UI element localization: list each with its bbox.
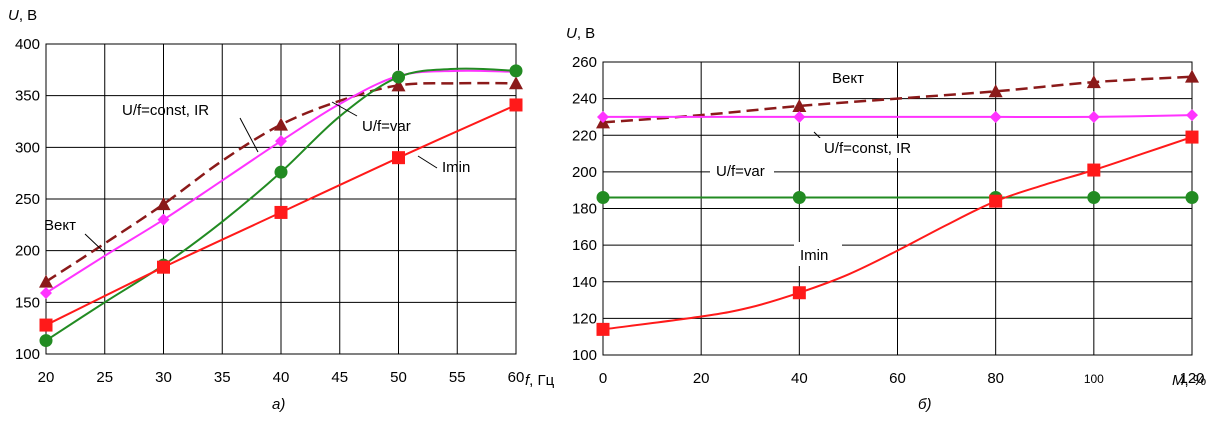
caption-b: б) <box>918 396 931 413</box>
b-y-tick-label: 160 <box>572 237 597 254</box>
x-axis-label-b: M, % <box>1172 372 1206 389</box>
tick-labels-a: 20 25 30 35 40 45 50 55 60 100 150 200 250 300 350 400 <box>15 36 524 386</box>
a-data-point-square <box>274 205 288 219</box>
label-ufvar-a: U/f=var <box>362 118 411 135</box>
a-data-point-circle <box>274 165 288 179</box>
a-data-point-triangle <box>39 274 53 288</box>
b-y-tick-label: 100 <box>572 347 597 364</box>
tick-labels-b: 0 20 40 60 80 100 120 100 120 140 160 180 200 220 240 2… <box>572 54 1205 387</box>
b-data-point-circle <box>792 191 806 205</box>
b-data-point-diamond <box>989 110 1002 123</box>
series-a <box>39 64 523 348</box>
leader-ufvar-a <box>331 101 358 117</box>
b-data-point-diamond <box>1087 110 1100 123</box>
b-x-tick-label: 20 <box>693 370 710 387</box>
a-data-point-triangle <box>156 197 171 211</box>
a-x-tick-label: 40 <box>273 369 290 386</box>
b-data-point-circle <box>1087 191 1101 205</box>
a-y-tick-label: 100 <box>15 346 40 363</box>
label-ufconst-a: U/f=const, IR <box>122 102 209 119</box>
a-y-tick-label: 350 <box>15 88 40 105</box>
b-y-tick-label: 140 <box>572 274 597 291</box>
b-y-tick-label: 220 <box>572 127 597 144</box>
label-bg-imin-b <box>794 242 842 266</box>
b-data-point-triangle <box>1185 69 1199 83</box>
b-data-point-square <box>792 286 806 300</box>
b-x-tick-label: 100 <box>1084 372 1104 386</box>
leader-ufconst-a <box>239 117 259 153</box>
a-data-point-square <box>157 260 170 274</box>
b-data-point-diamond <box>597 110 609 123</box>
b-x-tick-label: 60 <box>889 370 906 387</box>
a-y-tick-label: 150 <box>15 294 40 311</box>
b-data-point-diamond <box>1186 109 1198 122</box>
b-y-tick-label: 260 <box>572 54 597 71</box>
a-x-tick-label: 60 <box>508 369 525 386</box>
b-data-point-square <box>596 322 610 336</box>
a-series-line-0 <box>45 81 517 283</box>
a-x-tick-label: 25 <box>96 369 113 386</box>
a-y-tick-label: 400 <box>15 36 40 53</box>
label-ufvar-b: U/f=var <box>716 163 765 180</box>
b-x-tick-label: 40 <box>791 370 808 387</box>
caption-a: а) <box>272 396 285 413</box>
y-axis-label-a: U, В <box>8 7 37 24</box>
a-data-point-diamond <box>40 287 52 300</box>
a-data-point-circle <box>39 334 53 348</box>
a-data-point-triangle <box>274 117 288 131</box>
label-bg-vekt-b <box>826 66 874 88</box>
a-data-point-triangle <box>391 78 406 92</box>
a-data-point-square <box>39 318 53 332</box>
label-ufconst-b: U/f=const, IR <box>824 140 911 157</box>
leader-vekt-a <box>84 233 105 253</box>
a-data-point-diamond <box>275 135 287 148</box>
a-y-tick-label: 300 <box>15 139 40 156</box>
a-data-point-square <box>392 151 405 165</box>
a-data-point-triangle <box>509 76 523 90</box>
x-axis-label-a: f, Гц <box>525 372 555 389</box>
a-x-tick-label: 50 <box>390 369 407 386</box>
label-bg-ufvar-b <box>710 160 774 182</box>
a-data-point-square <box>509 98 523 112</box>
label-imin-a: Imin <box>442 159 470 176</box>
a-y-tick-label: 250 <box>15 191 40 208</box>
label-vekt-b: Вект <box>832 70 864 87</box>
b-data-point-diamond <box>793 110 806 123</box>
a-x-tick-label: 55 <box>449 369 466 386</box>
b-data-point-circle <box>596 191 610 205</box>
b-data-point-square <box>989 194 1003 208</box>
a-y-tick-label: 200 <box>15 243 40 260</box>
label-imin-b: Imin <box>800 247 828 264</box>
b-y-tick-label: 200 <box>572 164 597 181</box>
a-x-tick-label: 45 <box>331 369 348 386</box>
a-x-tick-label: 20 <box>38 369 55 386</box>
b-x-tick-label: 0 <box>599 370 607 387</box>
chart-a: 20 25 30 35 40 45 50 55 60100150200250300350400 … <box>8 7 555 413</box>
b-data-point-triangle <box>988 84 1003 98</box>
a-x-tick-label: 35 <box>214 369 231 386</box>
a-data-point-diamond <box>157 213 170 226</box>
a-data-point-circle <box>392 70 405 84</box>
y-axis-label-b: U, В <box>566 25 595 42</box>
b-data-point-square <box>1185 130 1199 144</box>
chart-b: 0 20 40 60 80 100 120 100 120 140 160 180 200 220 240 2… <box>566 25 1206 413</box>
a-data-point-circle <box>509 64 523 78</box>
b-data-point-triangle <box>792 98 807 112</box>
b-data-point-circle <box>1185 191 1199 205</box>
a-x-tick-label: 30 <box>155 369 172 386</box>
b-series-line-1 <box>603 114 1193 119</box>
label-vekt-a: Вект <box>44 217 76 234</box>
series-b <box>596 69 1199 336</box>
b-y-tick-label: 180 <box>572 201 597 218</box>
b-y-tick-label: 240 <box>572 91 597 108</box>
b-y-tick-label: 120 <box>572 310 597 327</box>
leader-imin-a <box>417 155 438 169</box>
b-x-tick-label: 120 <box>1179 370 1204 387</box>
label-bg-ufconst-b <box>818 138 942 158</box>
b-data-point-triangle <box>1086 75 1101 89</box>
b-data-point-square <box>1087 163 1101 177</box>
b-x-tick-label: 80 <box>987 370 1004 387</box>
